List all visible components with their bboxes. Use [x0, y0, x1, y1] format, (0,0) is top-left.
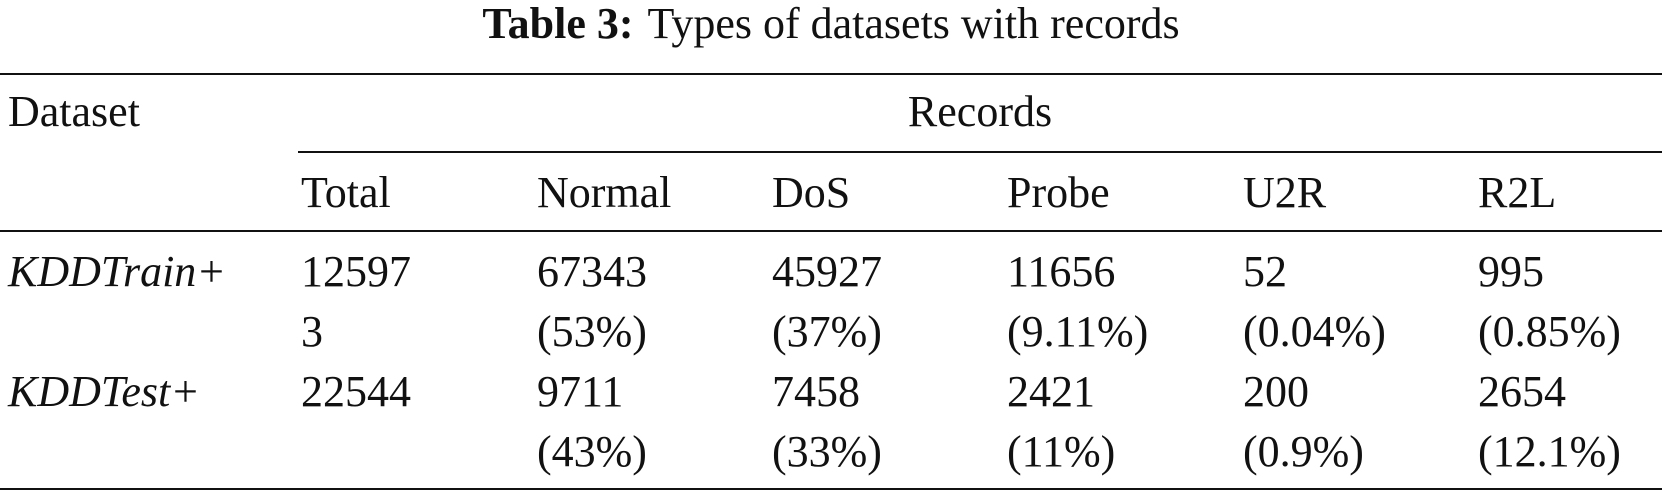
row-train-dataset: KDDTrain+ — [8, 247, 226, 296]
row-train-normal-pct: (53%) — [537, 307, 647, 356]
caption-label: Table 3: — [482, 0, 634, 48]
table-caption: Table 3: Types of datasets with records — [0, 0, 1662, 46]
header-probe: Probe — [1007, 168, 1110, 217]
row-test-r2l-pct: (12.1%) — [1478, 427, 1621, 476]
row-test-probe: 2421 — [1007, 367, 1095, 416]
header-total: Total — [301, 168, 391, 217]
caption-text: Types of datasets with records — [647, 0, 1180, 48]
records-group-rule — [298, 151, 1662, 153]
top-rule — [0, 73, 1662, 75]
row-train-total-line1: 12597 — [301, 247, 411, 296]
row-test-probe-pct: (11%) — [1007, 427, 1116, 476]
header-records-group: Records — [907, 87, 1053, 136]
row-train-dos-pct: (37%) — [772, 307, 882, 356]
row-train-probe: 11656 — [1007, 247, 1116, 296]
header-dataset: Dataset — [8, 87, 140, 136]
header-bottom-rule — [0, 230, 1662, 232]
row-train-u2r-pct: (0.04%) — [1243, 307, 1386, 356]
row-train-dos: 45927 — [772, 247, 882, 296]
row-test-u2r: 200 — [1243, 367, 1309, 416]
header-dos: DoS — [772, 168, 851, 217]
row-train-total-line2: 3 — [301, 307, 323, 356]
row-test-normal: 9711 — [537, 367, 624, 416]
row-test-dos-pct: (33%) — [772, 427, 882, 476]
bottom-rule — [0, 488, 1662, 490]
row-test-normal-pct: (43%) — [537, 427, 647, 476]
row-train-r2l: 995 — [1478, 247, 1544, 296]
row-test-total-line1: 22544 — [301, 367, 411, 416]
row-test-u2r-pct: (0.9%) — [1243, 427, 1364, 476]
row-test-r2l: 2654 — [1478, 367, 1566, 416]
row-train-probe-pct: (9.11%) — [1007, 307, 1149, 356]
row-train-u2r: 52 — [1243, 247, 1287, 296]
header-u2r: U2R — [1243, 168, 1327, 217]
row-test-dos: 7458 — [772, 367, 860, 416]
header-normal: Normal — [537, 168, 672, 217]
row-train-normal: 67343 — [537, 247, 647, 296]
row-train-r2l-pct: (0.85%) — [1478, 307, 1621, 356]
header-r2l: R2L — [1478, 168, 1557, 217]
row-test-dataset: KDDTest+ — [8, 367, 200, 416]
